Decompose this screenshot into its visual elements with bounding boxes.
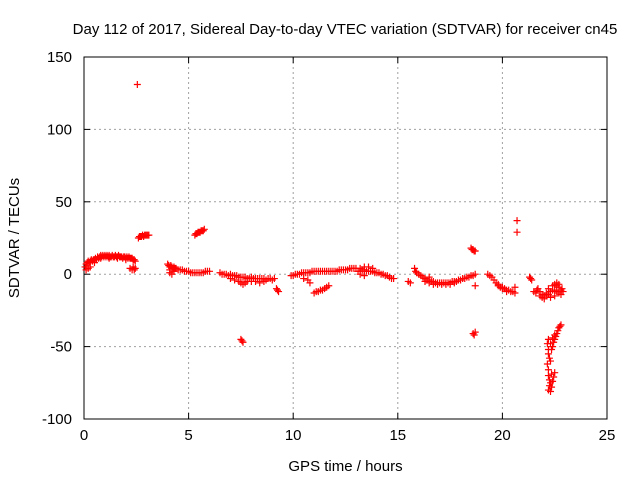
data-point bbox=[557, 290, 565, 298]
y-tick-label: 150 bbox=[47, 49, 72, 66]
data-point bbox=[555, 280, 563, 288]
data-point bbox=[166, 266, 174, 274]
data-point bbox=[421, 277, 429, 285]
data-point bbox=[306, 279, 314, 287]
data-point bbox=[542, 289, 550, 297]
x-axis-label: GPS time / hours bbox=[288, 458, 402, 475]
data-point bbox=[551, 331, 559, 339]
data-point bbox=[365, 263, 373, 271]
y-tick-label: 100 bbox=[47, 121, 72, 138]
data-point bbox=[551, 369, 559, 377]
data-point bbox=[130, 256, 138, 264]
x-tick-label: 20 bbox=[494, 427, 511, 444]
data-point bbox=[471, 282, 479, 290]
x-tick-label: 10 bbox=[285, 427, 302, 444]
data-point bbox=[360, 272, 368, 280]
data-point bbox=[533, 286, 541, 294]
data-point bbox=[544, 350, 552, 358]
data-point bbox=[471, 247, 479, 255]
data-points bbox=[81, 81, 567, 395]
data-point bbox=[548, 370, 556, 378]
chart-title: Day 112 of 2017, Sidereal Day-to-day VTE… bbox=[73, 21, 618, 38]
data-point bbox=[300, 275, 308, 283]
data-point bbox=[544, 285, 552, 293]
data-point bbox=[450, 279, 458, 287]
data-point bbox=[131, 264, 139, 272]
data-point bbox=[226, 275, 234, 283]
data-point bbox=[471, 270, 479, 278]
data-point bbox=[200, 225, 208, 233]
data-point bbox=[513, 228, 521, 236]
data-point bbox=[547, 340, 555, 348]
x-tick-label: 0 bbox=[80, 427, 88, 444]
data-point bbox=[528, 276, 536, 284]
data-point bbox=[275, 288, 283, 296]
y-tick-label: -100 bbox=[42, 411, 72, 428]
data-point bbox=[513, 217, 521, 225]
y-axis-label: SDTVAR / TECUs bbox=[6, 178, 23, 298]
x-tick-label: 15 bbox=[389, 427, 406, 444]
data-point bbox=[231, 276, 239, 284]
y-tick-label: 0 bbox=[64, 266, 72, 283]
data-point bbox=[547, 379, 555, 387]
data-point bbox=[274, 286, 282, 294]
axis-ticks: 0 5 10 15 20 25 -100 -50 0 50 100 150 bbox=[42, 49, 615, 444]
data-point bbox=[406, 279, 414, 287]
grid-lines bbox=[84, 57, 607, 419]
data-point bbox=[446, 280, 454, 288]
data-point bbox=[540, 295, 548, 303]
data-point bbox=[113, 254, 121, 262]
data-point bbox=[503, 288, 511, 296]
data-point bbox=[170, 267, 178, 275]
y-tick-label: -50 bbox=[50, 339, 72, 356]
data-point bbox=[122, 256, 130, 264]
data-point bbox=[206, 267, 214, 275]
data-point bbox=[86, 263, 94, 271]
data-point bbox=[105, 254, 113, 262]
data-point bbox=[494, 280, 502, 288]
data-point bbox=[325, 282, 333, 290]
data-point bbox=[425, 273, 433, 281]
data-point bbox=[90, 259, 98, 267]
data-point bbox=[199, 227, 207, 235]
data-point bbox=[511, 283, 519, 291]
plot-frame bbox=[83, 56, 608, 420]
data-point bbox=[130, 266, 138, 274]
data-point bbox=[498, 283, 506, 291]
data-point bbox=[239, 338, 247, 346]
data-point bbox=[133, 81, 141, 89]
data-point bbox=[256, 279, 264, 287]
data-point bbox=[543, 360, 551, 368]
data-point bbox=[547, 293, 555, 301]
data-point bbox=[544, 386, 552, 394]
x-tick-label: 25 bbox=[599, 427, 616, 444]
data-point bbox=[131, 257, 139, 265]
data-point bbox=[356, 270, 364, 278]
data-point bbox=[97, 254, 105, 262]
x-tick-label: 5 bbox=[184, 427, 192, 444]
data-point bbox=[260, 277, 268, 285]
data-point bbox=[471, 328, 479, 336]
data-point bbox=[557, 321, 565, 329]
data-point bbox=[544, 372, 552, 380]
data-point bbox=[238, 337, 246, 345]
data-point bbox=[544, 335, 552, 343]
data-point bbox=[145, 231, 153, 239]
data-point bbox=[252, 277, 260, 285]
y-tick-label: 50 bbox=[55, 194, 72, 211]
data-point bbox=[369, 264, 377, 272]
data-point bbox=[390, 275, 398, 283]
data-point bbox=[551, 292, 559, 300]
data-point bbox=[556, 322, 564, 330]
data-point bbox=[527, 275, 535, 283]
data-point bbox=[270, 275, 278, 283]
